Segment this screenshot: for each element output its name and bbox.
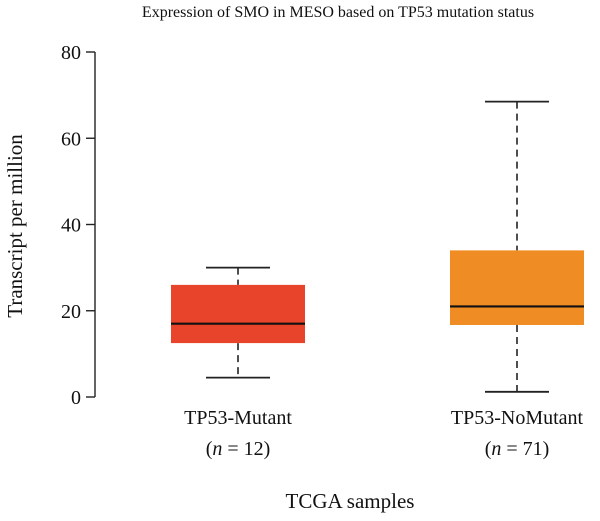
box-iqr bbox=[450, 250, 584, 325]
y-tick-label: 40 bbox=[61, 215, 81, 237]
box-tp53-nomutant bbox=[450, 100, 584, 393]
category-label: TP53-NoMutant bbox=[451, 407, 584, 429]
y-axis-label: Transcript per million bbox=[3, 134, 27, 318]
sample-size-label: (n = 12) bbox=[206, 438, 271, 460]
y-tick-label: 80 bbox=[61, 42, 81, 64]
y-axis: 0 20 40 60 80 bbox=[61, 42, 96, 409]
box-tp53-mutant bbox=[171, 266, 305, 379]
sample-size-label: (n = 71) bbox=[485, 438, 550, 460]
sample-size-value: = 12) bbox=[222, 438, 270, 460]
x-axis-label: TCGA samples bbox=[286, 489, 415, 513]
sample-size-prefix: ( bbox=[206, 438, 213, 460]
y-tick-label: 0 bbox=[71, 387, 81, 409]
box-iqr bbox=[171, 284, 305, 344]
sample-size-symbol: n bbox=[212, 438, 222, 460]
y-tick-label: 20 bbox=[61, 301, 81, 323]
category-label: TP53-Mutant bbox=[184, 407, 292, 429]
sample-size-value: = 71) bbox=[501, 438, 549, 460]
sample-size-prefix: ( bbox=[485, 438, 492, 460]
sample-size-symbol: n bbox=[491, 438, 501, 460]
y-tick-label: 60 bbox=[61, 128, 81, 150]
chart-title: Expression of SMO in MESO based on TP53 … bbox=[142, 4, 534, 21]
